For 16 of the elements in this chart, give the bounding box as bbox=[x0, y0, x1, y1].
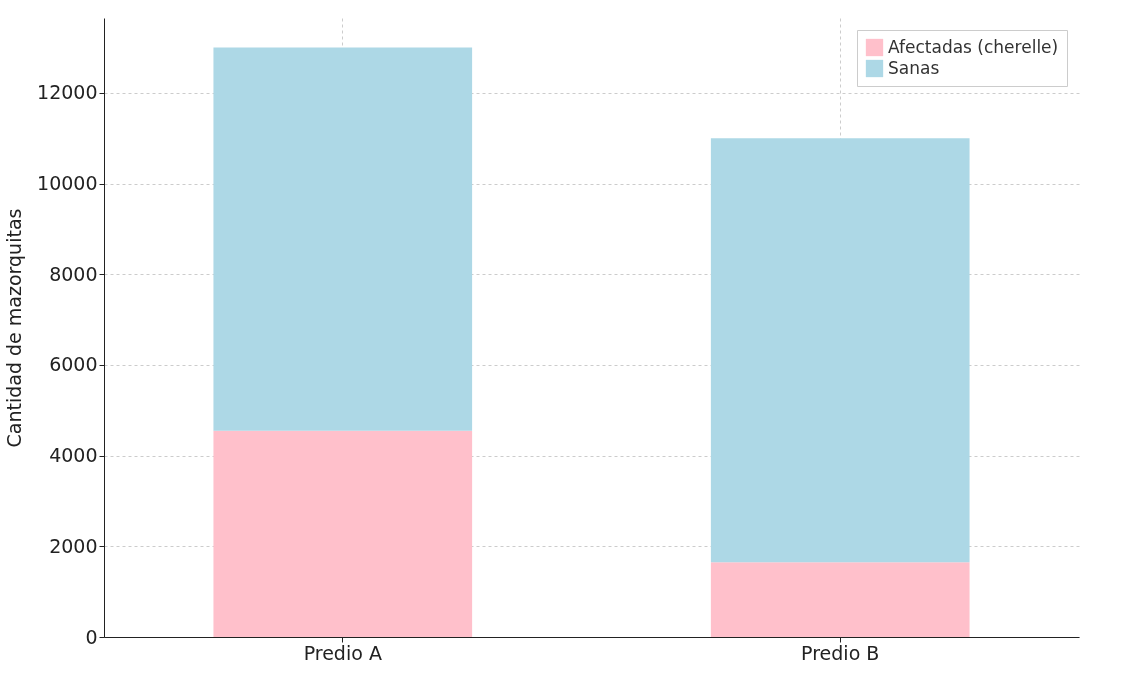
y-axis-title: Cantidad de mazorquitas bbox=[3, 208, 26, 448]
y-tick-label: 2000 bbox=[49, 534, 98, 557]
y-tick-label: 4000 bbox=[49, 444, 98, 467]
bar bbox=[213, 430, 473, 637]
x-tick-label: Predio B bbox=[801, 641, 880, 664]
bar bbox=[710, 138, 970, 563]
y-tick-label: 12000 bbox=[37, 81, 98, 104]
legend-label: Sanas bbox=[888, 57, 940, 78]
x-tick-label: Predio A bbox=[303, 641, 382, 664]
y-tick-label: 8000 bbox=[49, 262, 98, 285]
y-tick-label: 6000 bbox=[49, 353, 98, 376]
y-tick-label: 10000 bbox=[37, 172, 98, 195]
bar bbox=[710, 562, 970, 637]
y-tick-label: 0 bbox=[85, 625, 98, 648]
legend-label: Afectadas (cherelle) bbox=[888, 36, 1059, 57]
bar bbox=[213, 47, 473, 431]
